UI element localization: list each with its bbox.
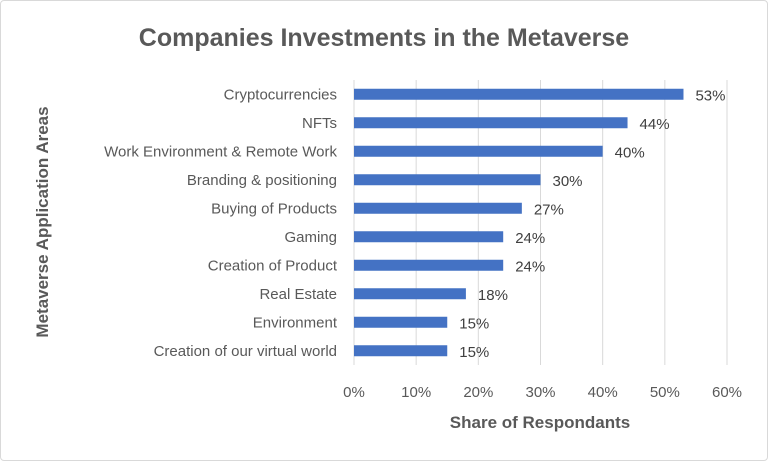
category-label: Branding & positioning	[187, 172, 337, 189]
x-tick-label: 40%	[588, 384, 618, 401]
bar	[354, 117, 628, 129]
x-tick-labels: 0% 10% 20% 30% 40% 50% 60%	[343, 384, 742, 401]
category-label: NFTs	[302, 115, 337, 132]
bar	[354, 345, 448, 357]
category-labels: Cryptocurrencies NFTs Work Environment & R…	[104, 86, 338, 360]
bars	[354, 88, 684, 357]
category-label: Gaming	[284, 229, 337, 246]
bar	[354, 259, 504, 271]
x-tick-label: 0%	[343, 384, 365, 401]
y-axis-title: Metaverse Application Areas	[33, 106, 52, 337]
data-label: 15%	[459, 315, 489, 332]
x-tick-label: 50%	[650, 384, 680, 401]
x-tick-label: 10%	[401, 384, 431, 401]
data-label: 40%	[615, 144, 645, 161]
category-label: Environment	[253, 314, 338, 331]
data-label: 53%	[695, 87, 725, 104]
x-tick-label: 20%	[463, 384, 493, 401]
bar	[354, 174, 541, 186]
x-axis-title: Share of Respondants	[450, 413, 630, 432]
category-label: Buying of Products	[211, 200, 337, 217]
data-label: 18%	[478, 287, 508, 304]
category-label: Work Environment & Remote Work	[104, 143, 337, 160]
category-label: Creation of our virtual world	[154, 343, 337, 360]
category-label: Cryptocurrencies	[224, 86, 337, 103]
bar	[354, 202, 522, 214]
bar	[354, 145, 603, 157]
category-label: Real Estate	[259, 286, 337, 303]
data-label: 44%	[640, 116, 670, 133]
data-label: 24%	[515, 230, 545, 247]
data-labels: 53% 44% 40% 30% 27% 24% 24% 18% 15% 15%	[459, 87, 725, 361]
data-label: 30%	[553, 173, 583, 190]
x-tick-label: 60%	[712, 384, 742, 401]
bar	[354, 231, 504, 243]
x-tick-label: 30%	[525, 384, 555, 401]
data-label: 27%	[534, 201, 564, 218]
bar	[354, 316, 448, 328]
bar	[354, 288, 466, 300]
category-label: Creation of Product	[208, 257, 338, 274]
data-label: 15%	[459, 344, 489, 361]
data-label: 24%	[515, 258, 545, 275]
chart-title: Companies Investments in the Metaverse	[139, 24, 630, 52]
bar	[354, 88, 684, 100]
